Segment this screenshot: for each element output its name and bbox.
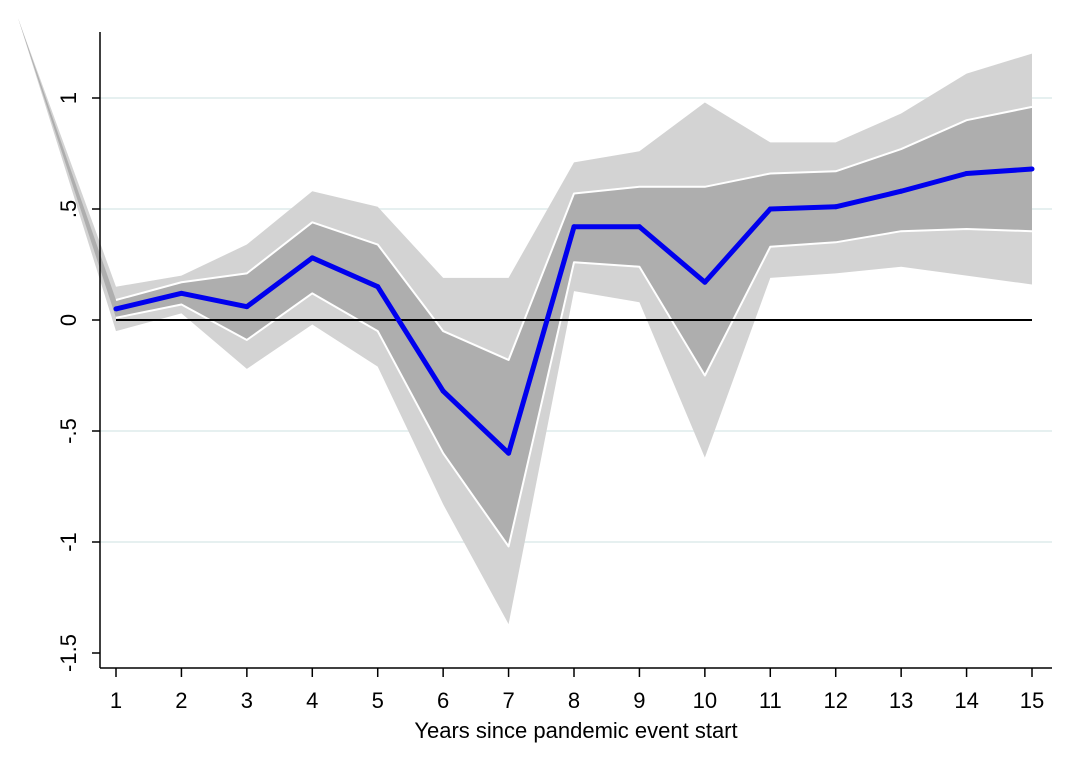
axes: 1.50-.5-1-1.51 2 3 4 5 6 7 8 9 10 11 12 13 14 15 [56, 32, 1052, 713]
x-tick-label: 8 [568, 688, 580, 713]
estimate-line-layer [113, 166, 1035, 456]
estimate-point [506, 450, 512, 456]
estimate-point [898, 188, 904, 194]
y-tick-label: 1 [56, 92, 81, 104]
x-tick-label: 2 [175, 688, 187, 713]
x-tick-label: 9 [633, 688, 645, 713]
estimate-point [309, 255, 315, 261]
inner-band-upper-edge [115, 105, 1033, 361]
estimate-point [113, 306, 119, 312]
y-tick-label: -.5 [56, 418, 81, 444]
estimate-point [571, 224, 577, 230]
estimate-point [244, 304, 250, 310]
estimate-point [636, 224, 642, 230]
y-tick-label: -1 [56, 532, 81, 552]
y-tick-label: -1.5 [56, 634, 81, 672]
x-tick-label: 10 [693, 688, 717, 713]
x-tick-label: 6 [437, 688, 449, 713]
x-axis-title: Years since pandemic event start [414, 718, 737, 743]
inner-confidence-band [18, 18, 1032, 547]
y-tick-label: .5 [56, 200, 81, 218]
x-tick-label: 12 [823, 688, 847, 713]
x-tick-label: 14 [954, 688, 978, 713]
estimate-point [440, 388, 446, 394]
x-tick-label: 3 [241, 688, 253, 713]
x-tick-label: 1 [110, 688, 122, 713]
estimate-point [178, 290, 184, 296]
estimate-point [833, 204, 839, 210]
x-tick-label: 11 [759, 688, 782, 713]
confidence-bands [18, 18, 1033, 625]
x-tick-label: 13 [889, 688, 913, 713]
x-tick-label: 7 [502, 688, 514, 713]
x-tick-label: 4 [306, 688, 318, 713]
estimate-point [1029, 166, 1035, 172]
inner-band-lower-edge [115, 227, 1033, 548]
y-tick-label: 0 [56, 314, 81, 326]
estimate-point [767, 206, 773, 212]
estimate-point [964, 170, 970, 176]
estimate-point [702, 279, 708, 285]
estimate-point [375, 284, 381, 290]
x-tick-label: 15 [1020, 688, 1044, 713]
x-tick-label: 5 [372, 688, 384, 713]
